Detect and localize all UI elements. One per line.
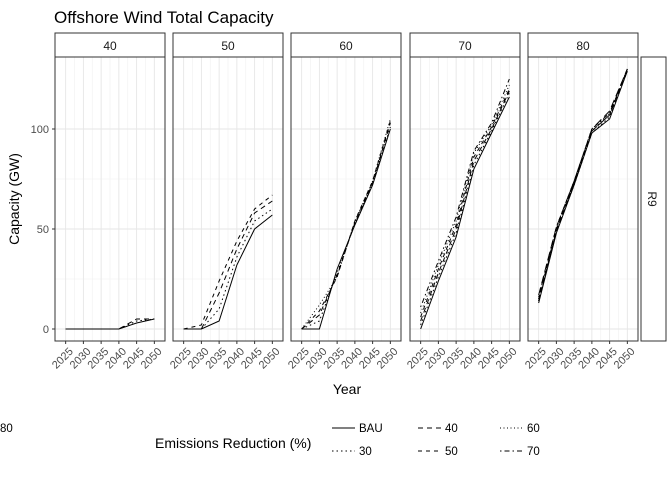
- series-line-40: [183, 200, 273, 330]
- facet-strip-label: 80: [576, 39, 590, 53]
- series-line-80: [538, 68, 628, 296]
- series-line-40: [65, 318, 155, 330]
- facet-strip: [290, 32, 402, 58]
- x-tick-label: 2050: [257, 346, 283, 372]
- facet-strip-label: 40: [103, 39, 117, 53]
- x-tick-label: 2050: [494, 346, 520, 372]
- facet-panels: 4020252030203520402045205005010050202520…: [31, 32, 639, 372]
- facet-strip: [409, 32, 521, 58]
- y-tick-label: 0: [43, 324, 49, 336]
- facet-strip: [172, 32, 284, 58]
- series-line-30: [538, 70, 628, 302]
- x-tick-label: 2050: [139, 346, 165, 372]
- series-line-BAU: [420, 96, 510, 330]
- legend-label: 70: [527, 446, 540, 458]
- series-line-40: [301, 122, 391, 330]
- series-line-50: [420, 88, 510, 318]
- series-line-30: [183, 208, 273, 330]
- row-strip-box: [640, 56, 667, 342]
- row-strip-label: R9: [645, 191, 659, 207]
- series-line-60: [301, 118, 391, 330]
- legend-title: Emissions Reduction (%): [155, 435, 311, 451]
- series-line-50: [538, 68, 628, 300]
- series-line-70: [538, 68, 628, 298]
- legend-label: 80: [0, 423, 13, 435]
- legend-label: 40: [445, 423, 458, 435]
- x-axis-title: Year: [333, 381, 362, 397]
- facet-strip: [527, 32, 639, 58]
- series-line-60: [420, 84, 510, 314]
- y-tick-label: 100: [31, 124, 49, 136]
- series-line-30: [65, 318, 155, 330]
- legend-label: 60: [527, 423, 540, 435]
- legend: Emissions Reduction (%) BAU 30 40 50 60 70 80: [0, 423, 540, 458]
- legend-label: 50: [445, 446, 458, 458]
- series-line-BAU: [301, 128, 391, 330]
- chart-title: Offshore Wind Total Capacity: [54, 8, 274, 27]
- facet-strip-label: 60: [339, 39, 353, 53]
- facet-strip-label: 70: [458, 39, 472, 53]
- series-line-70: [420, 78, 510, 308]
- y-axis-title: Capacity (GW): [6, 153, 22, 245]
- facet-strip-label: 50: [221, 39, 235, 53]
- facet-strip: [54, 32, 166, 58]
- legend-label: 30: [359, 446, 372, 458]
- legend-label: BAU: [359, 423, 383, 435]
- y-tick-label: 50: [37, 224, 49, 236]
- x-tick-label: 2050: [375, 346, 401, 372]
- x-tick-label: 2050: [612, 346, 638, 372]
